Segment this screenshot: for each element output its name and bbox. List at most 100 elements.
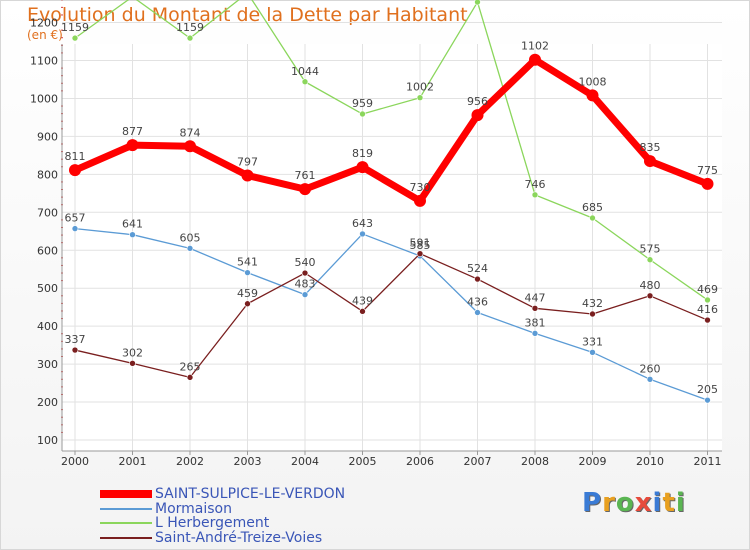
- data-label: 819: [352, 147, 373, 160]
- data-label: 874: [180, 126, 201, 139]
- data-label: 730: [410, 181, 431, 194]
- data-point: [359, 230, 366, 238]
- data-point: [471, 109, 484, 122]
- data-label: 416: [697, 303, 718, 316]
- y-tick-label: 700: [37, 206, 58, 219]
- data-point: [474, 0, 481, 6]
- data-point: [129, 231, 136, 238]
- series-line-3: [74, 253, 709, 379]
- y-tick-label: 900: [37, 130, 58, 143]
- data-point: [644, 155, 656, 168]
- y-minor-tick: [61, 14, 63, 16]
- data-point: [71, 225, 79, 232]
- data-point: [301, 291, 309, 298]
- x-tick-label: 2000: [61, 455, 89, 468]
- y-tick-label: 1100: [30, 55, 58, 68]
- data-label: 541: [237, 256, 258, 269]
- y-tick-label: 800: [37, 168, 58, 181]
- data-point: [701, 177, 714, 190]
- data-label: 959: [352, 97, 373, 110]
- data-point: [359, 308, 366, 315]
- proxiti-logo: Proxiti: [582, 488, 686, 518]
- data-label: 797: [237, 155, 258, 168]
- y-minor-tick: [61, 29, 63, 31]
- x-tick-label: 2005: [349, 455, 377, 468]
- series-line-2: [74, 0, 709, 301]
- x-tick-label: 2004: [291, 455, 319, 468]
- data-point: [704, 296, 711, 304]
- data-label: 459: [237, 287, 258, 300]
- y-tick-label: 600: [37, 244, 58, 257]
- data-point: [69, 164, 81, 177]
- data-point: [126, 139, 139, 152]
- legend-item: SAINT-SULPICE-LE-VERDON: [100, 486, 400, 502]
- legend-swatch: [100, 537, 152, 539]
- legend-label: Mormaison: [155, 501, 232, 517]
- data-point: [414, 194, 426, 207]
- chart-title: Evolution du Montant de la Dette par Hab…: [27, 4, 468, 26]
- data-point: [416, 250, 424, 257]
- legend-label: SAINT-SULPICE-LE-VERDON: [155, 486, 346, 502]
- data-label: 469: [697, 283, 718, 296]
- x-tick-label: 2009: [579, 455, 607, 468]
- x-tick-label: 2003: [234, 455, 262, 468]
- data-point: [71, 34, 79, 42]
- data-point: [646, 375, 654, 383]
- data-label: 436: [467, 295, 488, 308]
- data-label: 685: [582, 201, 603, 214]
- data-label: 265: [180, 360, 201, 373]
- data-point: [241, 169, 254, 182]
- data-label: 260: [640, 362, 661, 375]
- data-label: 575: [640, 243, 661, 256]
- y-tick-label: 300: [37, 358, 58, 371]
- data-label: 585: [410, 239, 431, 252]
- y-tick-label: 200: [37, 396, 58, 409]
- data-label: 480: [640, 279, 661, 292]
- data-label: 746: [525, 178, 546, 191]
- data-label: 381: [525, 316, 546, 329]
- data-label: 524: [467, 262, 488, 275]
- data-label: 205: [697, 383, 718, 396]
- data-point: [299, 183, 311, 196]
- data-point: [646, 292, 654, 300]
- data-label: 1044: [291, 65, 319, 78]
- data-point: [416, 94, 424, 101]
- data-point: [531, 191, 539, 199]
- data-point: [474, 275, 481, 283]
- series-line-0: [71, 56, 711, 205]
- data-label: 1159: [176, 21, 204, 34]
- legend-swatch: [100, 508, 152, 510]
- data-label: 643: [352, 217, 373, 230]
- data-label: 1159: [61, 21, 89, 34]
- y-tick-label: 1000: [30, 92, 58, 105]
- data-point: [704, 316, 711, 324]
- data-label: 877: [122, 125, 143, 138]
- data-point: [531, 330, 539, 337]
- data-label: 432: [582, 297, 603, 310]
- data-point: [244, 300, 251, 308]
- data-point: [184, 140, 196, 153]
- data-label: 1008: [579, 75, 607, 88]
- x-tick-label: 2001: [119, 455, 147, 468]
- x-tick-label: 2007: [464, 455, 492, 468]
- y-tick-label: 400: [37, 320, 58, 333]
- data-label: 641: [122, 218, 143, 231]
- data-point: [589, 214, 596, 222]
- chart-subtitle: (en €): [27, 28, 63, 42]
- data-point: [589, 349, 596, 356]
- x-tick-label: 2006: [406, 455, 434, 468]
- legend-label: L Herbergement: [155, 515, 270, 531]
- series-line-1: [74, 227, 709, 401]
- data-point: [356, 161, 369, 174]
- legend-item: Saint-André-Treize-Voies: [100, 530, 400, 546]
- data-point: [244, 269, 251, 276]
- x-tick-label: 2010: [636, 455, 664, 468]
- x-tick-label: 2008: [521, 455, 549, 468]
- data-point: [646, 256, 654, 264]
- y-tick-label: 1200: [30, 17, 58, 30]
- data-point: [589, 310, 596, 318]
- data-label: 761: [295, 169, 316, 182]
- data-label: 483: [295, 278, 316, 291]
- data-point: [474, 309, 481, 316]
